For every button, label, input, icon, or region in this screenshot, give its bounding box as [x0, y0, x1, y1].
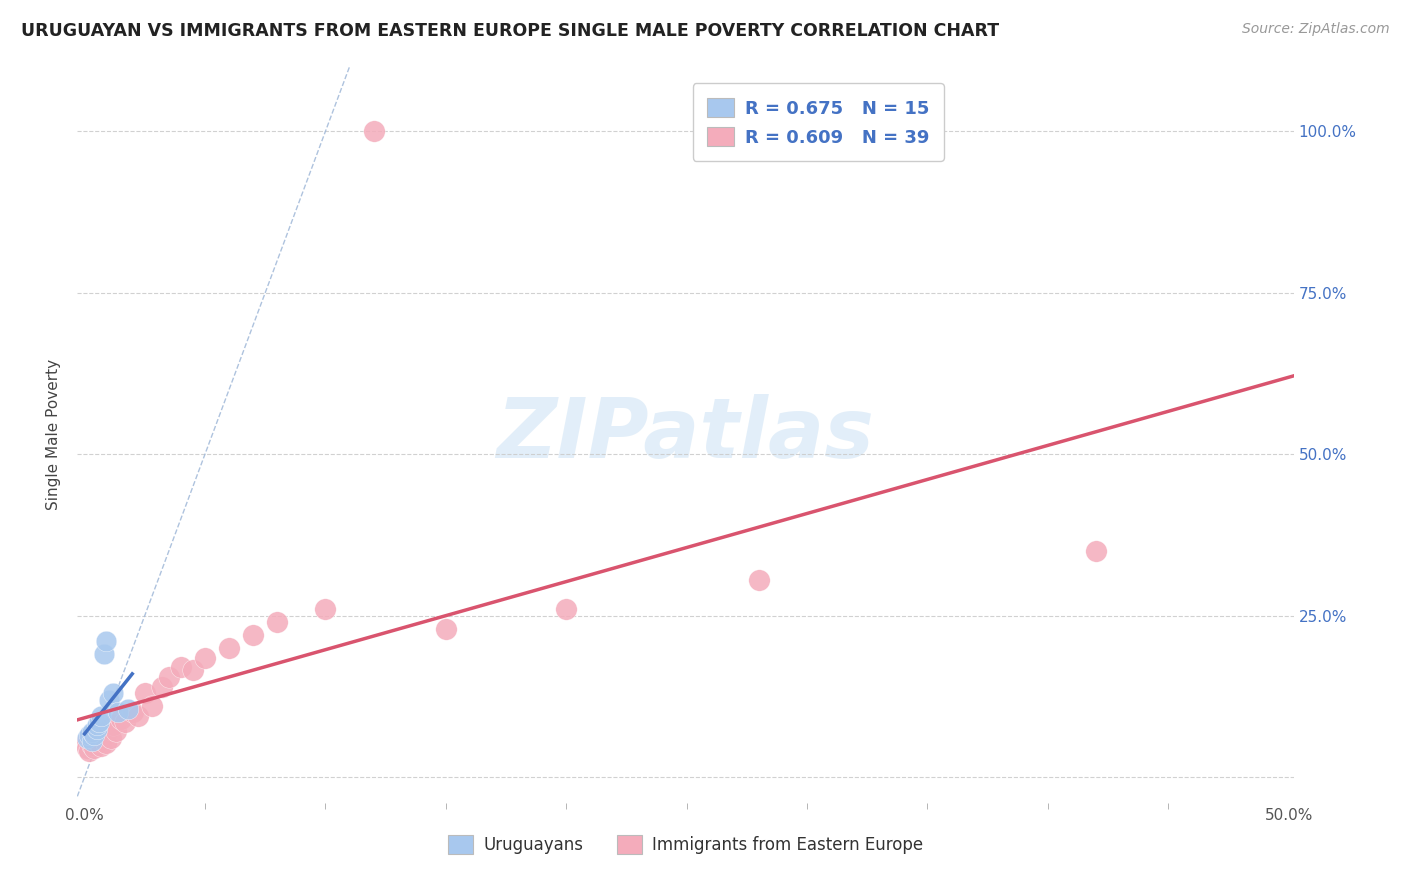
- Point: [194, 650, 217, 665]
- Point: [555, 602, 578, 616]
- Text: Source: ZipAtlas.com: Source: ZipAtlas.com: [1241, 22, 1389, 37]
- Point: [117, 702, 139, 716]
- Point: [314, 602, 336, 616]
- Point: [76, 734, 98, 748]
- Point: [80, 728, 103, 742]
- Point: [97, 692, 120, 706]
- Point: [107, 706, 129, 720]
- Point: [150, 680, 173, 694]
- Point: [76, 740, 98, 755]
- Point: [110, 712, 132, 726]
- Point: [86, 734, 108, 748]
- Point: [93, 648, 115, 662]
- Point: [83, 740, 105, 755]
- Point: [93, 728, 115, 742]
- Point: [86, 724, 108, 739]
- Point: [83, 734, 105, 748]
- Point: [76, 731, 98, 746]
- Text: ZIPatlas: ZIPatlas: [496, 394, 875, 475]
- Point: [79, 731, 101, 746]
- Point: [86, 722, 108, 736]
- Point: [96, 634, 118, 648]
- Point: [170, 660, 193, 674]
- Point: [266, 615, 288, 629]
- Point: [86, 718, 108, 732]
- Point: [434, 622, 457, 636]
- Point: [79, 744, 101, 758]
- Point: [134, 686, 156, 700]
- Point: [97, 722, 120, 736]
- Point: [90, 739, 112, 753]
- Point: [127, 708, 149, 723]
- Point: [80, 724, 103, 739]
- Point: [242, 628, 264, 642]
- Point: [103, 718, 125, 732]
- Point: [114, 715, 136, 730]
- Point: [100, 731, 122, 746]
- Point: [141, 698, 163, 713]
- Point: [87, 715, 110, 730]
- Point: [79, 728, 101, 742]
- Point: [90, 732, 112, 747]
- Y-axis label: Single Male Poverty: Single Male Poverty: [46, 359, 62, 510]
- Point: [104, 723, 127, 738]
- Point: [181, 664, 204, 678]
- Point: [218, 640, 240, 655]
- Point: [83, 728, 105, 742]
- Point: [363, 124, 385, 138]
- Point: [90, 708, 112, 723]
- Legend: Uruguayans, Immigrants from Eastern Europe: Uruguayans, Immigrants from Eastern Euro…: [441, 829, 929, 861]
- Point: [87, 730, 110, 744]
- Point: [1085, 544, 1108, 558]
- Text: URUGUAYAN VS IMMIGRANTS FROM EASTERN EUROPE SINGLE MALE POVERTY CORRELATION CHAR: URUGUAYAN VS IMMIGRANTS FROM EASTERN EUR…: [21, 22, 1000, 40]
- Point: [103, 686, 125, 700]
- Point: [80, 738, 103, 752]
- Point: [121, 706, 143, 720]
- Point: [80, 734, 103, 748]
- Point: [748, 573, 770, 587]
- Point: [157, 670, 180, 684]
- Point: [96, 736, 118, 750]
